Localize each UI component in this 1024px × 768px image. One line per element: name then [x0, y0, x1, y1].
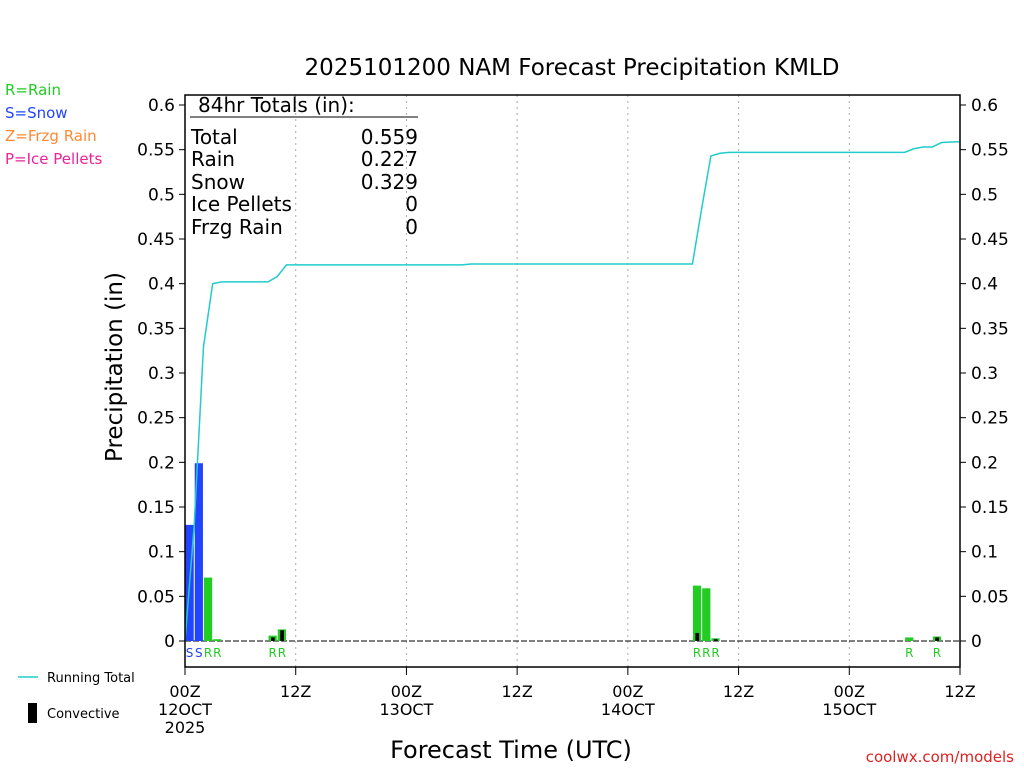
x-tick-label: 2025	[165, 718, 206, 737]
x-tick-label: 13OCT	[379, 700, 433, 719]
y-tick-label-left: 0.5	[148, 185, 175, 205]
x-tick-label: 14OCT	[601, 700, 655, 719]
totals-value-ice-pellets: 0	[405, 192, 418, 216]
bar-type-label: S	[186, 646, 194, 660]
y-tick-label-left: 0.6	[148, 96, 175, 116]
x-tick-label: 12Z	[723, 682, 754, 701]
y-tick-label-left: 0.3	[148, 364, 175, 384]
legend-rain: R=Rain	[5, 81, 61, 99]
precip-bar	[692, 585, 702, 641]
x-tick-label: 00Z	[391, 682, 422, 701]
y-tick-label-right: 0.55	[971, 141, 1009, 161]
bar-type-label: R	[711, 646, 719, 660]
convective-bar	[280, 630, 284, 641]
precip-bar	[194, 463, 203, 641]
bar-type-label: R	[268, 646, 276, 660]
x-axis-label: Forecast Time (UTC)	[390, 736, 632, 764]
x-tick-label: 00Z	[169, 682, 200, 701]
convective-bar	[935, 637, 939, 641]
y-tick-label-right: 0.2	[971, 453, 998, 473]
totals-label-snow: Snow	[191, 170, 245, 194]
series-legend: Running Total Convective	[18, 671, 135, 723]
x-tick-label: 00Z	[612, 682, 643, 701]
x-tick-label: 15OCT	[822, 700, 876, 719]
legend-ice-pellets: P=Ice Pellets	[5, 150, 102, 168]
totals-label-ice-pellets: Ice Pellets	[191, 192, 292, 216]
x-tick-label: 12Z	[280, 682, 311, 701]
x-tick-label: 12Z	[501, 682, 532, 701]
grid-lines	[185, 95, 960, 667]
bars	[185, 463, 942, 641]
y-tick-label-left: 0	[164, 632, 175, 652]
totals-box: 84hr Totals (in): Total 0.559 Rain 0.227…	[190, 93, 418, 239]
totals-value-total: 0.559	[361, 125, 418, 149]
y-axis-label: Precipitation (in)	[102, 272, 128, 462]
totals-value-freezing-rain: 0	[405, 215, 418, 239]
legend-running-total: Running Total	[47, 671, 135, 686]
precip-bar	[213, 639, 222, 641]
totals-value-snow: 0.329	[361, 170, 418, 194]
chart-title: 2025101200 NAM Forecast Precipitation KM…	[305, 55, 840, 81]
y-tick-label-right: 0.45	[971, 230, 1009, 250]
precip-bar	[702, 588, 711, 641]
x-tick-label: 12Z	[944, 682, 975, 701]
totals-label-rain: Rain	[191, 147, 235, 171]
legend-convective-swatch	[28, 703, 37, 723]
bar-type-label: R	[933, 646, 941, 660]
totals-header: 84hr Totals (in):	[198, 93, 355, 117]
y-tick-label-right: 0	[971, 632, 982, 652]
y-tick-label-right: 0.1	[971, 543, 998, 563]
y-tick-label-left: 0.1	[148, 543, 175, 563]
y-tick-label-right: 0.3	[971, 364, 998, 384]
convective-bar	[713, 639, 718, 641]
y-tick-label-left: 0.4	[148, 275, 175, 295]
y-tick-label-left: 0.25	[137, 409, 175, 429]
precip-bar	[203, 577, 213, 641]
legend-snow: S=Snow	[5, 104, 68, 122]
convective-bar	[695, 632, 700, 641]
bar-type-label: R	[278, 646, 286, 660]
totals-value-rain: 0.227	[361, 147, 418, 171]
axes: 0 00.05 0.050.1 0.10.15 0.150.2 0.20.25 0.250.…	[137, 96, 1009, 737]
legend-freezing-rain: Z=Frzg Rain	[5, 127, 97, 145]
precip-bar	[905, 637, 914, 641]
bar-type-label: R	[213, 646, 221, 660]
bar-type-label: S	[195, 646, 203, 660]
totals-label-total: Total	[190, 125, 238, 149]
x-tick-label: 00Z	[834, 682, 865, 701]
running-total-line	[184, 140, 961, 642]
y-tick-label-right: 0.15	[971, 498, 1009, 518]
y-tick-label-right: 0.35	[971, 319, 1009, 339]
precip-type-legend: R=Rain S=Snow Z=Frzg Rain P=Ice Pellets	[5, 81, 102, 168]
y-tick-label-left: 0.05	[137, 587, 175, 607]
bar-type-label: R	[702, 646, 710, 660]
y-tick-label-left: 0.35	[137, 319, 175, 339]
y-tick-label-left: 0.15	[137, 498, 175, 518]
y-tick-label-right: 0.05	[971, 587, 1009, 607]
plot-frame	[184, 94, 961, 668]
y-tick-label-right: 0.6	[971, 96, 998, 116]
credit-text: coolwx.com/models	[866, 748, 1014, 766]
bar-type-label: R	[693, 646, 701, 660]
y-tick-label-right: 0.4	[971, 275, 998, 295]
x-tick-label: 12OCT	[158, 700, 212, 719]
y-tick-label-right: 0.25	[971, 409, 1009, 429]
y-tick-label-left: 0.45	[137, 230, 175, 250]
y-tick-label-right: 0.5	[971, 185, 998, 205]
bar-type-label: R	[905, 646, 913, 660]
y-tick-label-left: 0.55	[137, 141, 175, 161]
bar-type-label: R	[204, 646, 212, 660]
y-tick-label-left: 0.2	[148, 453, 175, 473]
legend-convective: Convective	[47, 707, 120, 722]
convective-bar	[271, 637, 275, 641]
running-total-line-group	[184, 140, 961, 642]
totals-label-freezing-rain: Frzg Rain	[191, 215, 283, 239]
